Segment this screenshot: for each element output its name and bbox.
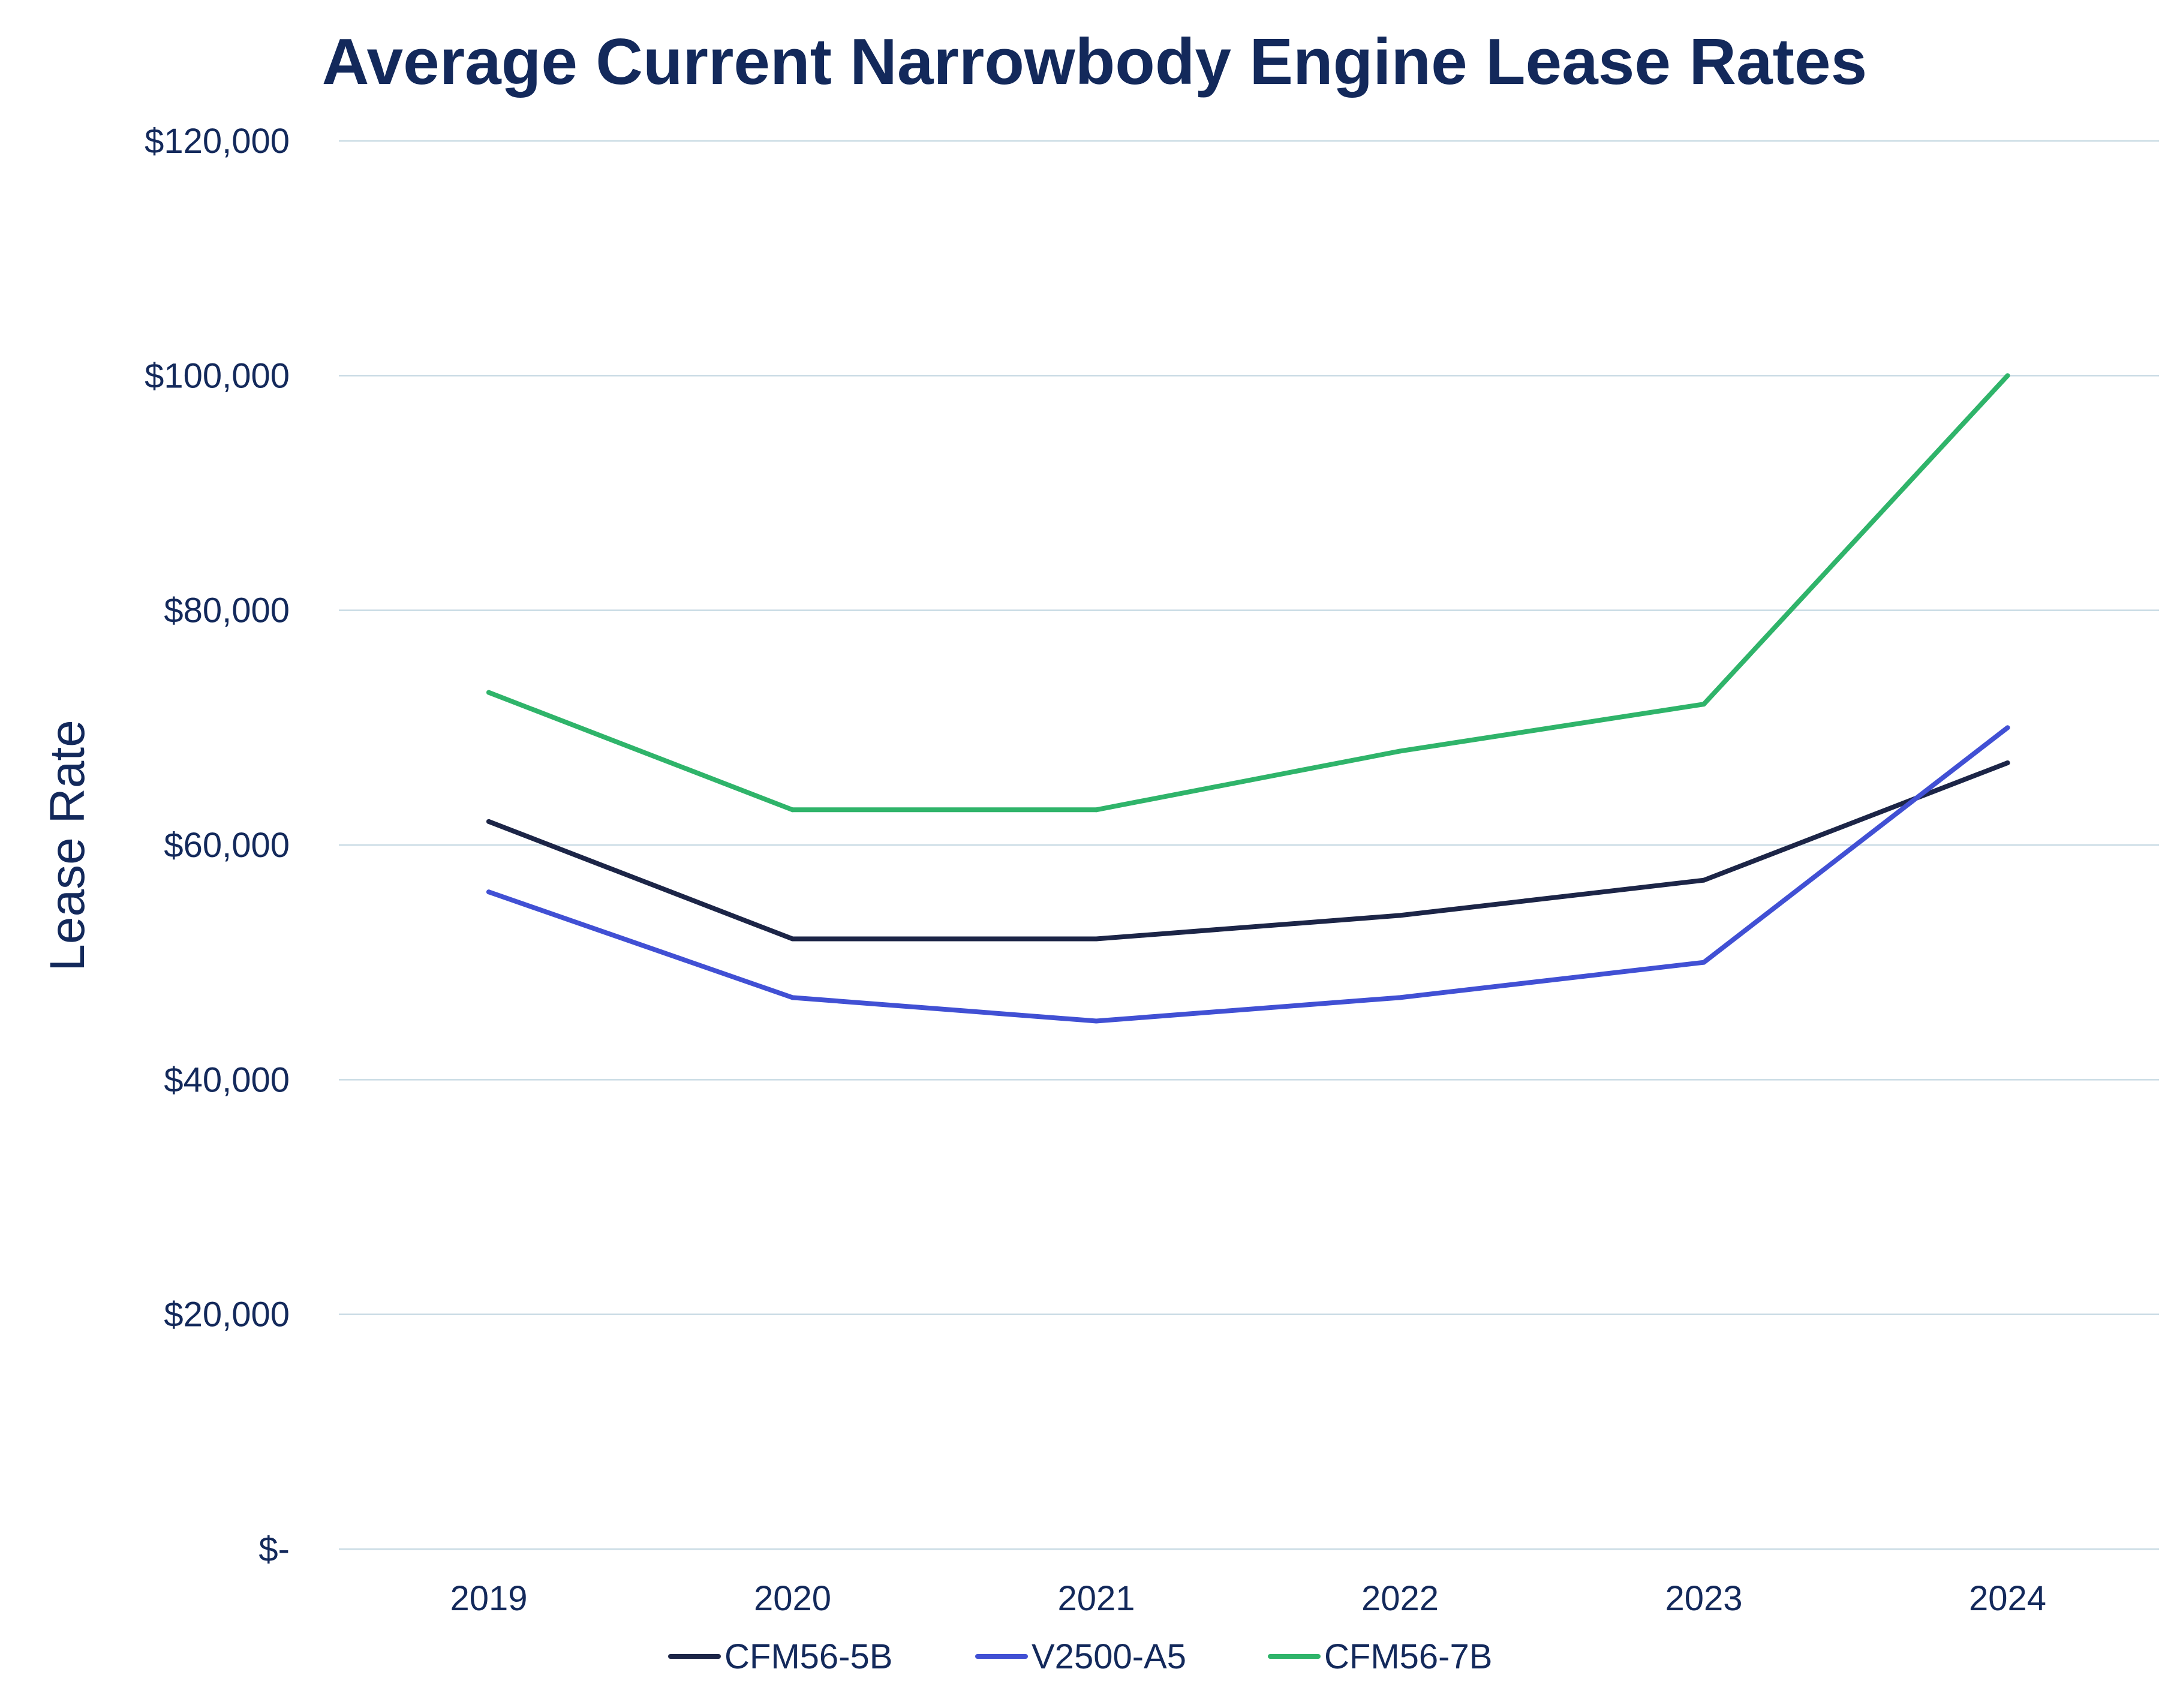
y-tick-label: $60,000: [164, 826, 290, 865]
data-point-v2500-a5: [1397, 995, 1403, 1000]
x-tick-label: 2021: [1057, 1579, 1135, 1618]
series-line-v2500-a5: [486, 725, 2010, 1024]
y-tick-label: $100,000: [145, 356, 290, 395]
legend-label: CFM56-5B: [724, 1637, 892, 1676]
x-tick-label: 2020: [754, 1579, 831, 1618]
data-point-cfm56-7b: [1701, 702, 1706, 707]
y-tick-label: $80,000: [164, 591, 290, 630]
data-point-cfm56-7b: [1397, 748, 1403, 754]
x-axis-ticks: 2019 2020 2021 2022 2023 2024: [450, 1579, 2046, 1618]
data-point-v2500-a5: [2005, 725, 2010, 730]
y-tick-label: $-: [258, 1530, 290, 1569]
legend: CFM56-5B V2500-A5 CFM56-7B: [668, 1637, 1492, 1676]
y-tick-label: $40,000: [164, 1060, 290, 1099]
data-point-cfm56-5b: [1397, 913, 1403, 918]
data-point-v2500-a5: [1094, 1018, 1099, 1024]
series-lines: [486, 373, 2010, 1024]
data-point-cfm56-7b: [790, 807, 795, 813]
data-point-cfm56-5b: [486, 819, 491, 824]
x-tick-label: 2019: [450, 1579, 527, 1618]
data-point-cfm56-5b: [790, 936, 795, 942]
y-tick-label: $120,000: [145, 122, 290, 161]
y-tick-label: $20,000: [164, 1295, 290, 1334]
legend-label: CFM56-7B: [1324, 1637, 1492, 1676]
y-axis-label: Lease Rate: [40, 720, 95, 971]
data-point-cfm56-7b: [2005, 373, 2010, 378]
data-point-v2500-a5: [1701, 960, 1706, 965]
data-point-cfm56-5b: [1094, 936, 1099, 942]
series-line-cfm56-7b: [486, 373, 2010, 813]
data-point-cfm56-7b: [1094, 807, 1099, 813]
data-point-v2500-a5: [790, 995, 795, 1000]
chart-title: Average Current Narrowbody Engine Lease …: [322, 25, 1867, 98]
x-tick-label: 2024: [1969, 1579, 2046, 1618]
data-point-cfm56-5b: [2005, 760, 2010, 766]
data-point-v2500-a5: [486, 889, 491, 895]
x-tick-label: 2023: [1665, 1579, 1742, 1618]
series-line-cfm56-5b: [486, 760, 2010, 942]
data-point-cfm56-5b: [1701, 877, 1706, 883]
x-tick-label: 2022: [1361, 1579, 1439, 1618]
y-axis-ticks: $- $20,000 $40,000 $60,000 $80,000 $100,000 $1…: [145, 122, 290, 1569]
legend-label: V2500-A5: [1032, 1637, 1186, 1676]
data-point-cfm56-7b: [486, 690, 491, 695]
gridlines: [339, 140, 2159, 1550]
